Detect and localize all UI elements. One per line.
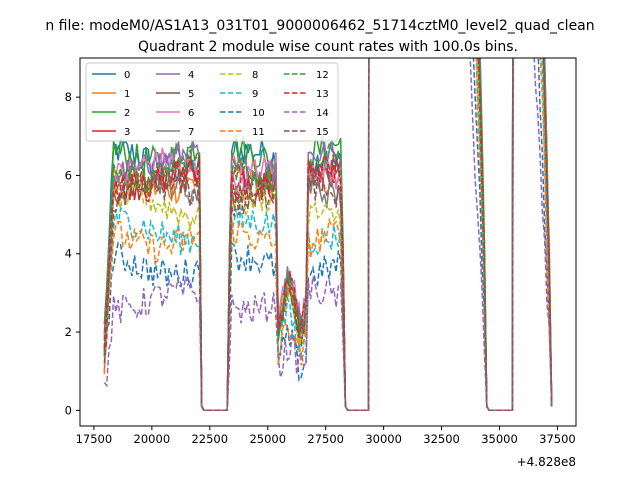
- legend-label: 9: [252, 89, 258, 100]
- legend-label: 6: [188, 108, 194, 119]
- legend-label: 2: [124, 108, 130, 119]
- legend-label: 14: [316, 108, 329, 119]
- y-axis-ticks: 0 2 4 6 8: [65, 90, 80, 417]
- figure-suptitle: n file: modeM0/AS1A13_031T01_9000006462_…: [45, 18, 594, 34]
- chart-title: Quadrant 2 module wise count rates with …: [138, 39, 518, 55]
- legend-label: 10: [252, 108, 265, 119]
- series-line-10: [103, 58, 553, 412]
- x-tick-label: 37500: [539, 432, 576, 446]
- legend-label: 7: [188, 127, 194, 138]
- legend-label: 8: [252, 70, 258, 81]
- legend-label: 3: [124, 127, 130, 138]
- legend-label: 5: [188, 89, 194, 100]
- series-line-5: [103, 58, 553, 412]
- x-offset-label: +4.828e8: [517, 455, 576, 469]
- series-line-14: [103, 58, 553, 412]
- x-tick-label: 27500: [307, 432, 344, 446]
- series-line-9: [103, 58, 553, 412]
- x-tick-label: 17500: [76, 432, 113, 446]
- legend-label: 15: [316, 127, 329, 138]
- x-tick-label: 22500: [191, 432, 228, 446]
- legend-label: 4: [188, 70, 194, 81]
- series-line-6: [103, 58, 553, 412]
- legend-label: 11: [252, 127, 265, 138]
- legend-label: 12: [316, 70, 329, 81]
- legend-frame: [85, 62, 339, 142]
- series-line-11: [103, 58, 553, 412]
- x-tick-label: 25000: [249, 432, 286, 446]
- y-tick-label: 6: [65, 168, 72, 182]
- y-tick-label: 2: [65, 325, 72, 339]
- x-tick-label: 35000: [481, 432, 518, 446]
- y-tick-label: 0: [65, 403, 72, 417]
- legend-label: 13: [316, 89, 329, 100]
- series-line-12: [103, 58, 553, 412]
- x-axis-ticks: 17500 20000 22500 25000 27500 30000 32500 35000…: [76, 426, 576, 446]
- legend-label: 0: [124, 70, 130, 81]
- x-tick-label: 20000: [134, 432, 171, 446]
- legend-label: 1: [124, 89, 130, 100]
- y-tick-label: 4: [65, 247, 72, 261]
- series-line-15: [103, 58, 553, 412]
- series-line-4: [103, 58, 553, 412]
- plot-lines: [103, 58, 553, 412]
- x-tick-label: 32500: [423, 432, 460, 446]
- y-tick-label: 8: [65, 90, 72, 104]
- x-tick-label: 30000: [365, 432, 402, 446]
- series-line-8: [103, 58, 553, 412]
- plot-frame: [79, 57, 577, 427]
